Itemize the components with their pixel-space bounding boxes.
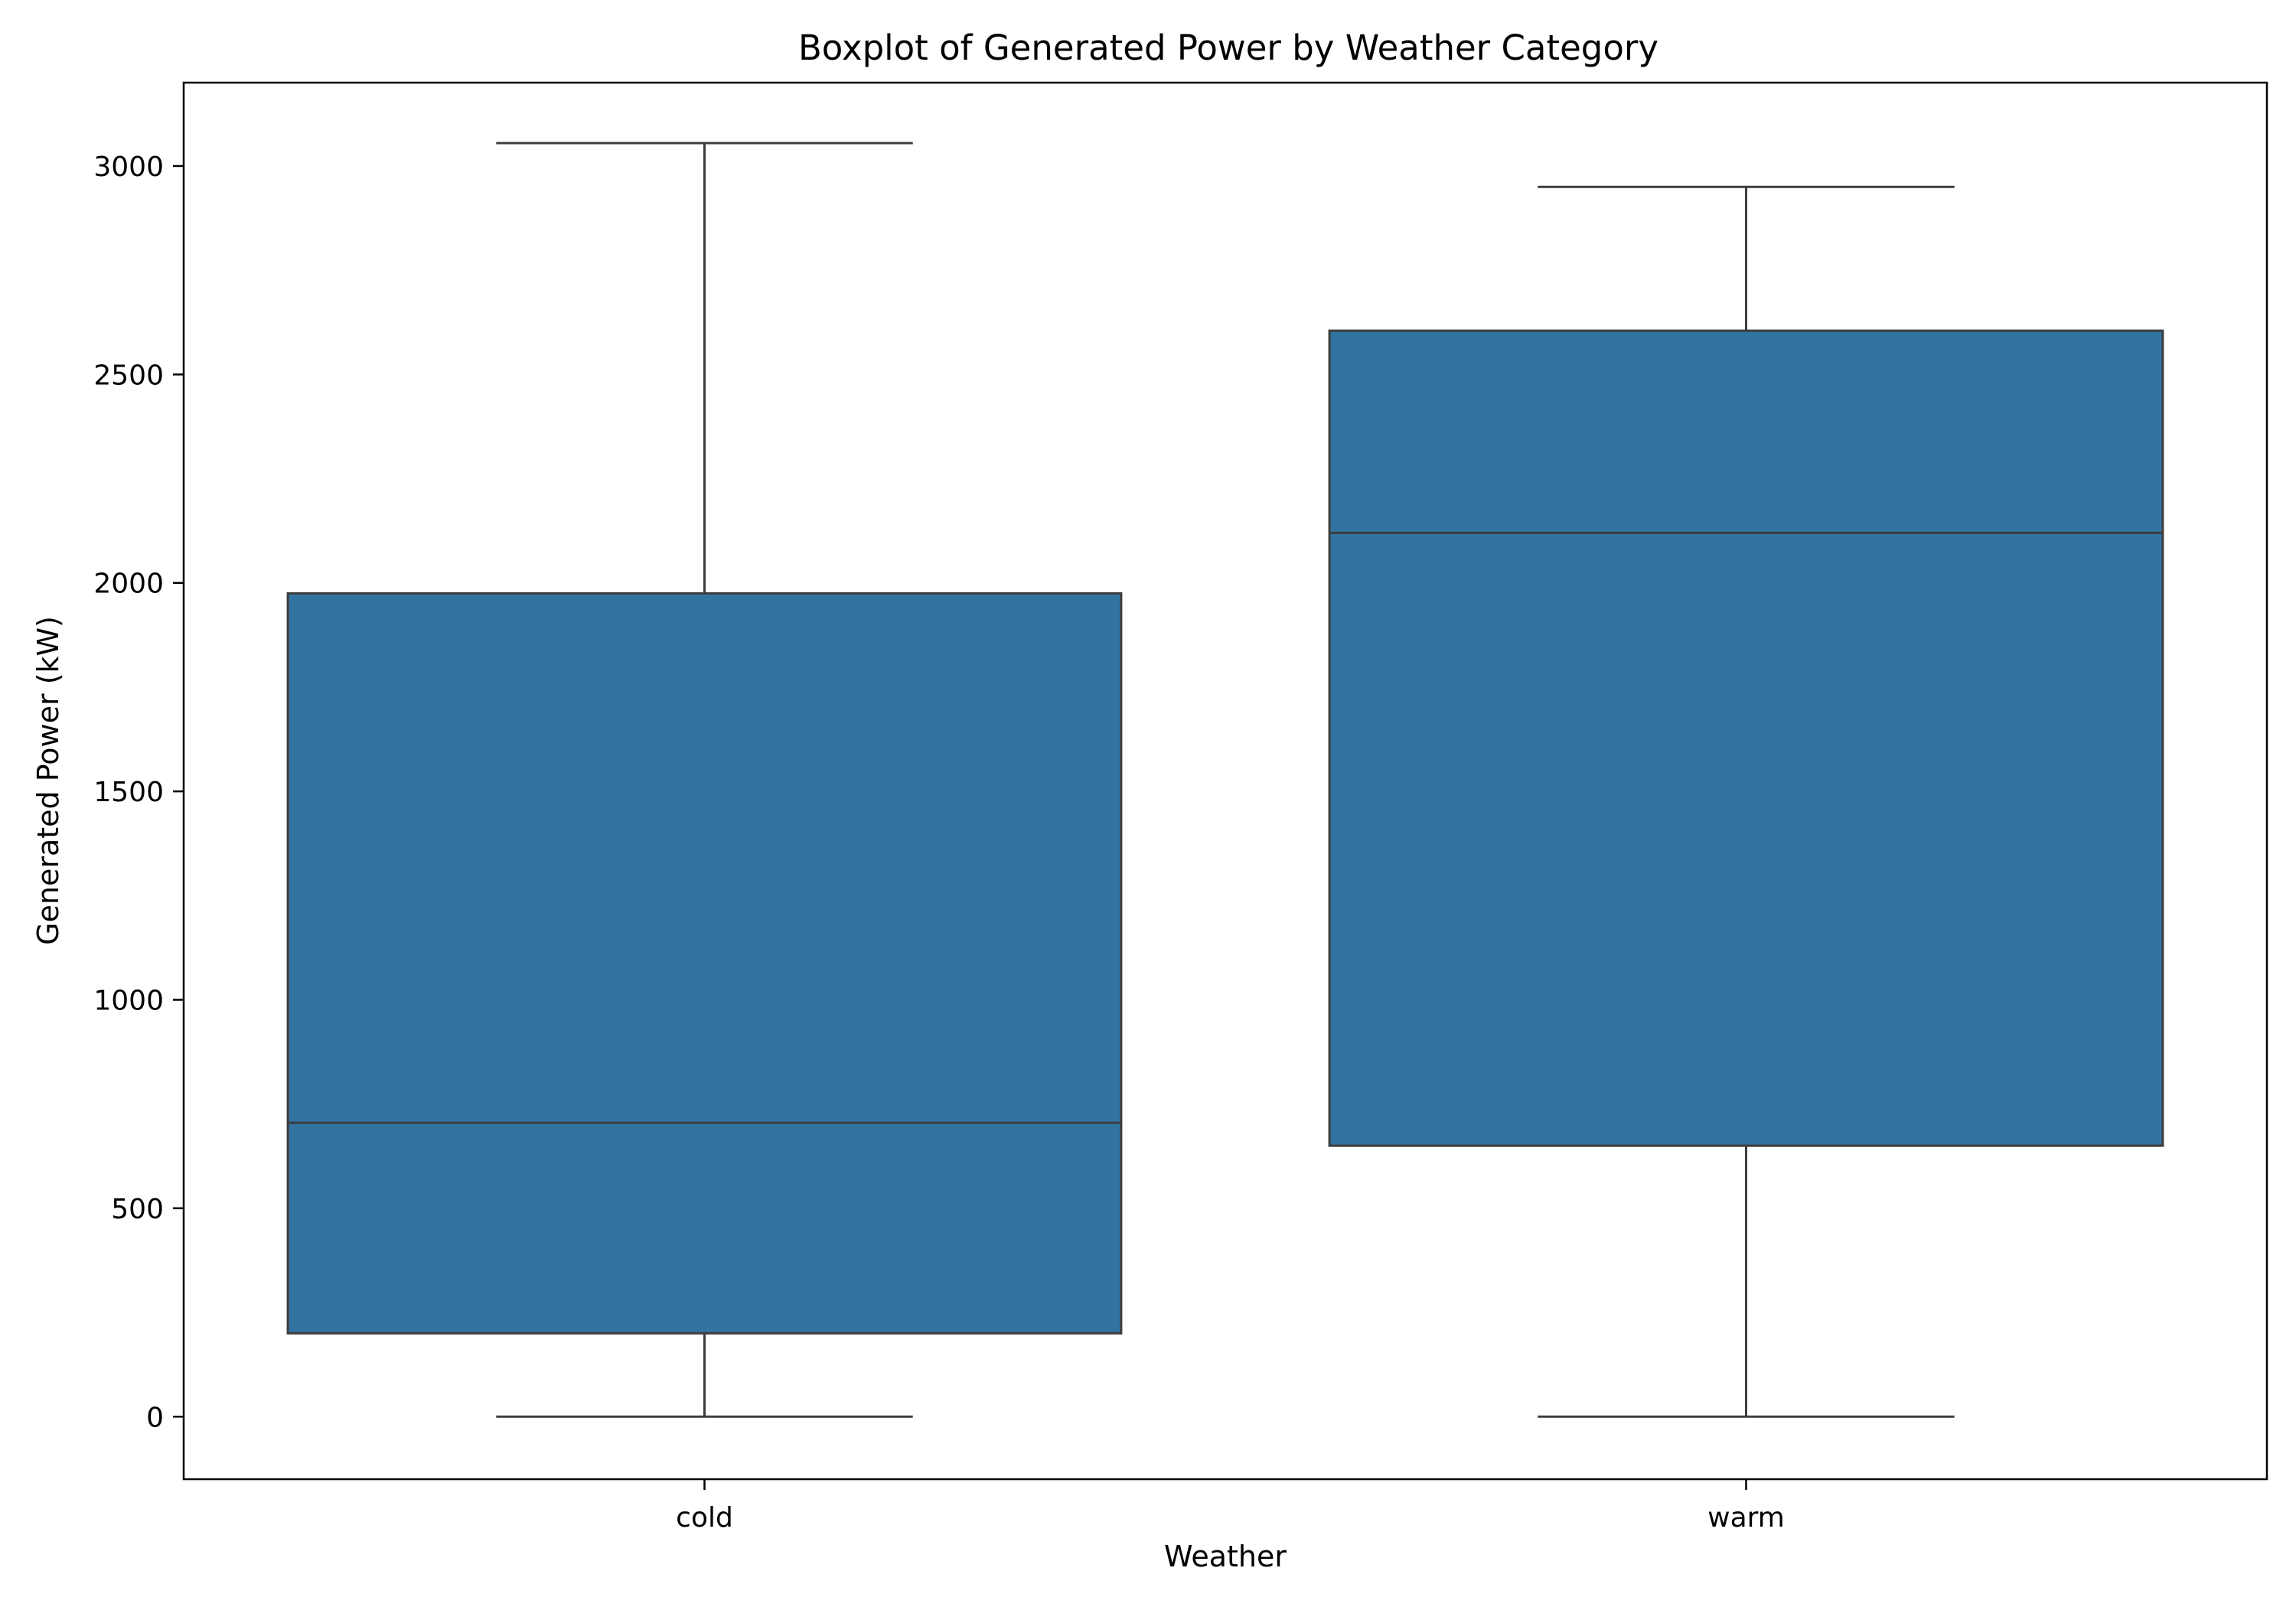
y-tick-label-1000: 1000 (93, 986, 164, 1017)
box-cold (286, 592, 1123, 1335)
y-tick-label-2000: 2000 (93, 569, 164, 600)
y-tick-label-2500: 2500 (93, 360, 164, 391)
axes-frame (182, 81, 2268, 1481)
y-axis-label: Generated Power (kW) (31, 616, 65, 945)
x-tick-label-cold: cold (676, 1502, 733, 1534)
y-tick-label-500: 500 (111, 1194, 164, 1225)
box-group-cold (286, 142, 1123, 1418)
chart-title: Boxplot of Generated Power by Weather Ca… (798, 28, 1658, 68)
y-axis: 0 500 1000 1500 2000 2500 3000 (93, 152, 184, 1433)
box-group-warm (1328, 185, 2164, 1418)
y-tick-label-1500: 1500 (93, 777, 164, 808)
x-tick-label-warm: warm (1707, 1502, 1785, 1534)
y-tick-label-0: 0 (146, 1402, 164, 1433)
box-warm (1328, 329, 2164, 1147)
x-axis-label: Weather (1164, 1540, 1287, 1573)
plot-area (286, 142, 2164, 1418)
y-tick-label-3000: 3000 (93, 152, 164, 183)
x-axis: cold warm (676, 1479, 1785, 1534)
